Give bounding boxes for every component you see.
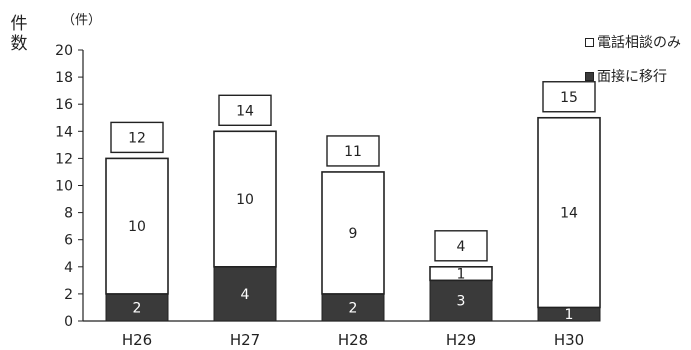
y-tick-label: 8 — [64, 206, 73, 222]
data-label-phone-only: 10 — [128, 219, 146, 235]
total-label-box — [542, 81, 596, 113]
x-category-label: H28 — [338, 331, 368, 349]
bar-segment-meeting — [213, 266, 277, 322]
bar-segment-phone-only — [537, 116, 601, 309]
y-tick-label: 4 — [64, 260, 73, 276]
x-category-label: H26 — [122, 331, 152, 349]
legend-item-meeting: 面接に移行 — [585, 66, 667, 86]
data-label-phone-only: 10 — [236, 192, 254, 208]
total-label: 11 — [344, 144, 362, 160]
y-tick-label: 0 — [64, 314, 73, 330]
y-tick-label: 16 — [55, 97, 73, 113]
y-tick-label: 10 — [55, 179, 73, 195]
x-category-label: H27 — [230, 331, 260, 349]
total-label: 15 — [560, 90, 578, 106]
total-label: 4 — [457, 239, 466, 255]
y-tick-label: 18 — [55, 70, 73, 86]
y-axis-label-char-1: 件 — [10, 14, 28, 34]
bar-segment-meeting — [429, 279, 493, 322]
bar-segment-meeting — [105, 293, 169, 322]
bar-segment-phone-only — [105, 157, 169, 295]
y-tick-label: 12 — [55, 151, 73, 167]
x-category-label: H30 — [554, 331, 584, 349]
y-axis-label: 件 数 — [8, 14, 30, 54]
total-label-box — [218, 94, 272, 127]
data-label-meeting: 2 — [133, 300, 142, 316]
bar-segment-phone-only — [321, 171, 385, 295]
data-label-meeting: 3 — [457, 294, 466, 310]
y-tick-label: 2 — [64, 287, 73, 303]
legend-label-phone-only: 電話相談のみ — [597, 35, 681, 51]
legend-swatch-meeting — [585, 71, 594, 81]
legend-label-meeting: 面接に移行 — [597, 69, 667, 85]
data-label-meeting: 4 — [241, 287, 250, 303]
data-label-meeting: 1 — [565, 307, 574, 323]
bar-segment-phone-only — [429, 265, 493, 282]
bar-segment-meeting — [321, 293, 385, 322]
x-category-label: H29 — [446, 331, 476, 349]
total-label: 14 — [236, 103, 254, 119]
bar-segment-phone-only — [213, 130, 277, 268]
y-axis-label-char-2: 数 — [10, 34, 28, 54]
total-label-box — [326, 135, 380, 167]
unit-label: （件） — [62, 13, 102, 28]
data-label-phone-only: 9 — [349, 226, 358, 242]
data-label-phone-only: 1 — [457, 267, 466, 283]
total-label-box — [434, 230, 488, 262]
y-tick-label: 20 — [55, 43, 73, 59]
total-label: 12 — [128, 130, 146, 146]
legend-swatch-phone-only — [585, 37, 594, 47]
total-label-box — [110, 121, 164, 154]
data-label-meeting: 2 — [349, 300, 358, 316]
y-tick-label: 14 — [55, 124, 73, 140]
legend-item-phone-only: 電話相談のみ — [585, 32, 681, 52]
y-tick-label: 6 — [64, 233, 73, 249]
data-label-phone-only: 14 — [560, 206, 578, 222]
